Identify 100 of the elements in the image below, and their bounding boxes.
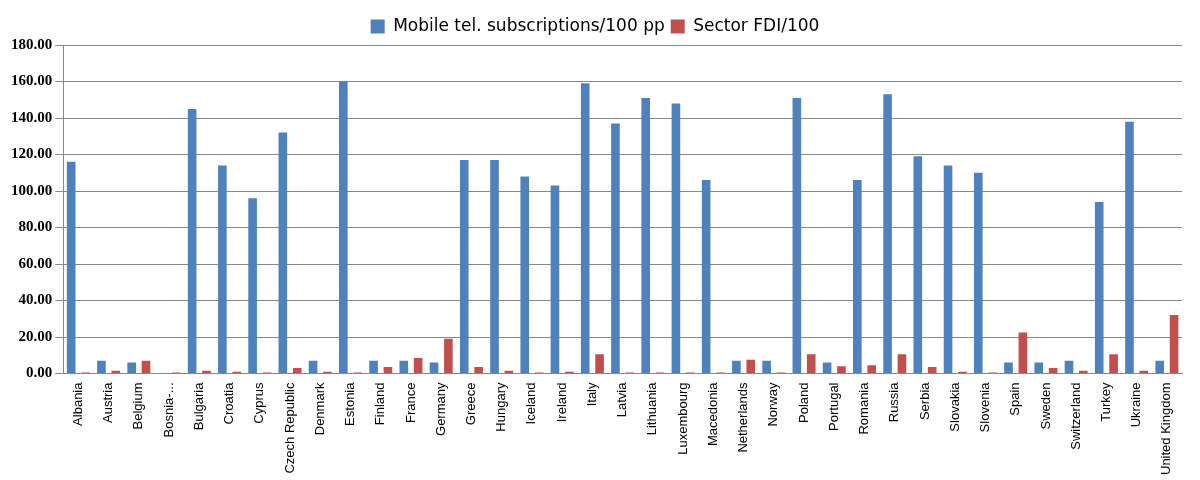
bar (218, 165, 227, 373)
y-tick-label: 140.00 (11, 108, 53, 125)
bar (701, 180, 711, 373)
bar (369, 360, 378, 373)
x-tick-label: Portugal (825, 382, 841, 431)
bar (762, 360, 771, 373)
y-tick-label: 40.00 (18, 291, 53, 308)
x-tick-label: Germany (432, 382, 448, 436)
bar (927, 367, 937, 373)
x-tick-label: Iceland (523, 382, 539, 425)
bar (550, 185, 560, 373)
bar (867, 365, 877, 373)
bar (595, 354, 604, 373)
x-tick-label: Russia (886, 381, 902, 423)
bar (413, 357, 423, 373)
bar (459, 159, 469, 373)
bar (187, 108, 197, 373)
bar (792, 97, 802, 373)
x-tick-label: Finland (372, 382, 388, 426)
bar (732, 360, 741, 373)
bar (897, 354, 907, 373)
x-tick-label: Bosnia-... (160, 382, 176, 438)
bar (97, 360, 106, 373)
x-tick-label: Slovakia (946, 381, 962, 432)
bar (308, 360, 318, 373)
x-tick-label: Serbia (916, 381, 932, 421)
bar (883, 94, 892, 373)
x-tick-label: Turkey (1097, 382, 1113, 422)
legend-label: Sector FDI/100 (693, 14, 820, 35)
x-tick-label: Denmark (311, 382, 327, 436)
x-tick-label: Latvia (614, 381, 630, 418)
x-tick-label: Macedonia (704, 381, 720, 447)
bar (292, 368, 302, 373)
x-tick-label: Slovenia (977, 381, 993, 433)
x-tick-label: Cyprus (251, 382, 267, 424)
bar (444, 338, 453, 373)
bar (580, 83, 590, 373)
bar (1048, 368, 1058, 373)
bar (611, 123, 620, 373)
x-tick-label: Romania (856, 381, 872, 435)
bar (1094, 201, 1104, 373)
bar (248, 198, 257, 373)
bar (278, 132, 288, 373)
y-tick-label: 20.00 (18, 327, 53, 344)
x-tick-label: France (402, 382, 418, 423)
x-tick-label: Austria (100, 381, 116, 423)
x-tick-label: Ukraine (1128, 382, 1144, 428)
bar (746, 359, 756, 373)
bar (1109, 354, 1118, 373)
bar (641, 97, 650, 373)
bar (913, 156, 923, 373)
bar (1034, 362, 1044, 373)
x-tick-label: Hungary (493, 382, 509, 432)
x-tick-label: Netherlands (735, 382, 751, 453)
bar (1169, 315, 1179, 373)
x-tick-label: Norway (765, 382, 781, 427)
y-tick-label: 180.00 (11, 35, 53, 52)
bar (671, 103, 681, 373)
x-tick-label: Sweden (1037, 382, 1053, 430)
bar (474, 367, 483, 373)
x-tick-label: Italy (583, 382, 599, 407)
y-tick-label: 100.00 (11, 181, 53, 198)
x-tick-label: Luxembourg (674, 382, 690, 455)
y-tick-label: 0.00 (26, 364, 53, 381)
bar (520, 176, 530, 373)
x-tick-label: Estonia (342, 381, 358, 426)
bar (973, 172, 983, 373)
y-tick-label: 80.00 (18, 218, 53, 235)
bar (1064, 360, 1074, 373)
x-tick-label: Spain (1007, 382, 1023, 416)
bar (1018, 332, 1028, 373)
bar (1125, 121, 1134, 373)
x-tick-label: Albania (69, 381, 85, 426)
y-tick-label: 120.00 (11, 145, 53, 162)
bar (383, 367, 393, 373)
x-tick-label: Greece (463, 382, 479, 426)
x-tick-label: Switzerland (1067, 382, 1083, 450)
bar (111, 370, 121, 373)
y-tick-label: 160.00 (11, 72, 53, 89)
x-tick-label: Poland (795, 382, 811, 423)
legend-label: Mobile tel. subscriptions/100 pp (393, 14, 665, 35)
bar (399, 360, 409, 373)
y-tick-label: 60.00 (18, 254, 53, 271)
bar (837, 366, 846, 373)
bar (853, 180, 862, 373)
bar (66, 161, 76, 373)
bar (1155, 360, 1165, 373)
x-tick-label: Belgium (130, 382, 146, 430)
x-tick-label: Lithuania (644, 381, 660, 436)
bar (806, 354, 816, 373)
bar (141, 360, 151, 373)
x-tick-label: Czech Republic (281, 382, 297, 474)
x-tick-label: United Kingdom (1158, 382, 1174, 475)
bar (202, 370, 211, 373)
bar (127, 362, 136, 373)
bar (490, 159, 499, 373)
bar (339, 81, 348, 373)
bar (1004, 362, 1013, 373)
x-tick-label: Bulgaria (190, 381, 206, 431)
bar (943, 165, 953, 373)
